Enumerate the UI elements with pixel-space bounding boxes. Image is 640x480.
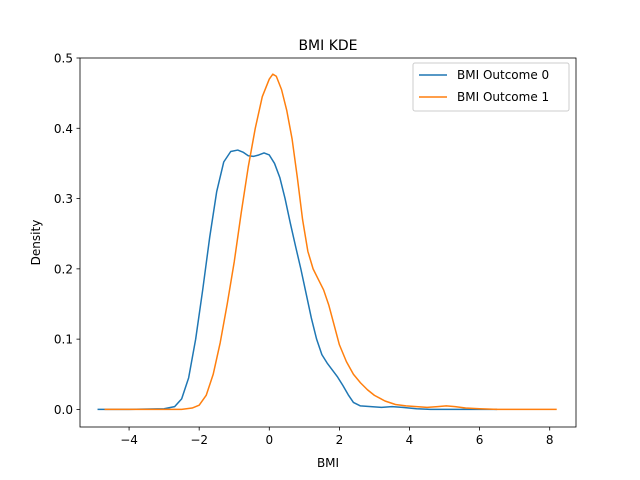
legend-box xyxy=(412,62,570,112)
x-tick-label: 0 xyxy=(265,433,273,447)
y-axis-label: Density xyxy=(29,220,43,266)
x-tick-label: 4 xyxy=(406,433,414,447)
legend-label-outcome-0: BMI Outcome 0 xyxy=(457,68,549,82)
x-tick-label: −4 xyxy=(120,433,138,447)
y-tick-label: 0.0 xyxy=(54,403,73,417)
legend: BMI Outcome 0 BMI Outcome 1 xyxy=(412,62,570,112)
y-tick-label: 0.4 xyxy=(54,122,73,136)
y-tick-label: 0.5 xyxy=(54,52,73,66)
y-axis-ticks: 0.0 0.1 0.2 0.3 0.4 0.5 xyxy=(54,52,80,417)
y-tick-label: 0.2 xyxy=(54,262,73,276)
axes-frame xyxy=(79,57,577,428)
legend-label-outcome-1: BMI Outcome 1 xyxy=(457,90,549,104)
y-tick-label: 0.1 xyxy=(54,333,73,347)
x-tick-label: −2 xyxy=(190,433,208,447)
axes-background xyxy=(80,58,576,427)
series-line-outcome-1 xyxy=(104,73,557,411)
x-tick-label: 8 xyxy=(546,433,554,447)
x-tick-label: 6 xyxy=(476,433,484,447)
y-tick-label: 0.3 xyxy=(54,192,73,206)
plot-area xyxy=(79,57,577,428)
series-layer xyxy=(97,73,557,411)
chart-title: BMI KDE xyxy=(298,38,357,54)
series-line-outcome-0 xyxy=(97,149,498,411)
x-tick-label: 2 xyxy=(336,433,344,447)
x-axis-label: BMI xyxy=(317,456,339,470)
x-axis-ticks: −4 −2 0 2 4 6 8 xyxy=(120,427,554,447)
